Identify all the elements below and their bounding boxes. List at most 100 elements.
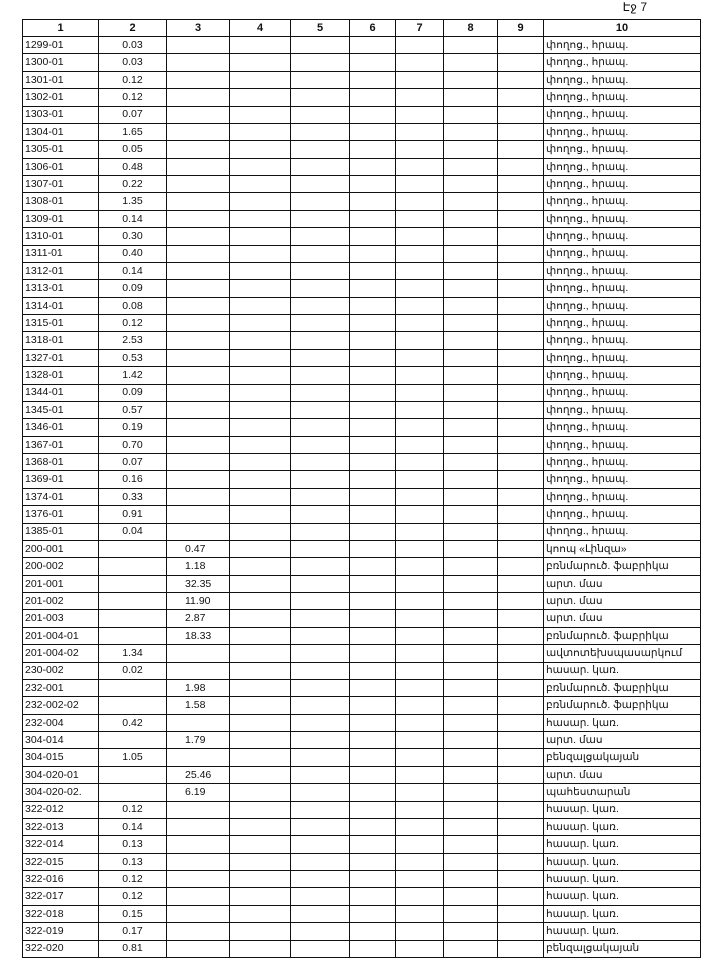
- table-cell: [229, 644, 291, 663]
- table-cell: 0.07: [98, 452, 167, 472]
- table-cell: 200-002: [22, 557, 99, 576]
- table-cell: [395, 279, 444, 298]
- table-cell: [229, 505, 291, 524]
- cell-text: փողոց., հրապ.: [546, 230, 629, 243]
- table-cell: [290, 835, 350, 854]
- table-cell: 0.48: [98, 157, 167, 177]
- table-cell: [229, 227, 291, 246]
- table-cell: [290, 383, 350, 402]
- table-cell: [395, 835, 444, 854]
- table-cell: [395, 591, 444, 611]
- cell-text: 1345-01: [25, 403, 64, 416]
- table-cell: [497, 557, 544, 576]
- table-row: 201-001 32.35 արտ. մաս: [22, 574, 701, 594]
- table-cell: [166, 348, 230, 368]
- cell-text: փողոց., հրապ.: [546, 455, 629, 468]
- table-cell: [443, 678, 498, 698]
- table-row: 1306-01 0.48 փողոց., հրապ.: [22, 157, 701, 177]
- table-cell: [229, 661, 291, 680]
- column-header: 4: [229, 19, 291, 37]
- table-cell: [443, 574, 498, 594]
- table-cell: [497, 122, 544, 142]
- table-cell: [290, 366, 350, 385]
- table-cell: [166, 713, 230, 733]
- cell-text: 322-015: [25, 855, 64, 868]
- table-row: 201-004-02 1.34 ավտոտեխսպասարկում: [22, 644, 701, 663]
- cell-text: 0.48: [122, 160, 143, 173]
- table-cell: փողոց., հրապ.: [543, 192, 701, 211]
- table-cell: [349, 574, 396, 594]
- table-cell: 1305-01: [22, 140, 99, 159]
- table-cell: [229, 869, 291, 889]
- cell-text: փողոց., հրապ.: [546, 490, 629, 503]
- table-cell: [290, 105, 350, 124]
- table-cell: [349, 192, 396, 211]
- column-header: 1: [22, 19, 99, 37]
- table-cell: [166, 748, 230, 767]
- table-cell: 1302-01: [22, 88, 99, 107]
- table-row: 1385-01 0.04 փողոց., հրապ.: [22, 522, 701, 541]
- table-cell: 1.58: [166, 696, 230, 715]
- cell-text: փողոց., հրապ.: [546, 334, 629, 347]
- table-cell: [349, 730, 396, 750]
- cell-text: 322-020: [25, 942, 64, 955]
- table-cell: 1.05: [98, 748, 167, 767]
- table-cell: [229, 487, 291, 507]
- table-cell: փողոց., հրապ.: [543, 157, 701, 177]
- table-cell: 1.65: [98, 122, 167, 142]
- table-cell: բենզալցակայան: [543, 939, 701, 958]
- cell-text: բենզալցակայան: [546, 942, 640, 955]
- table-row: 1307-01 0.22 փողոց., հրապ.: [22, 174, 701, 194]
- cell-text: 1318-01: [25, 334, 64, 347]
- table-cell: [229, 140, 291, 159]
- table-cell: [290, 88, 350, 107]
- cell-text: 1314-01: [25, 299, 64, 312]
- cell-text: 201-004-01: [25, 629, 79, 642]
- cell-text: 32.35: [185, 577, 212, 590]
- table-cell: [497, 53, 544, 72]
- table-cell: [395, 418, 444, 437]
- table-row: 1318-01 2.53 փողոց., հրապ.: [22, 331, 701, 350]
- table-cell: 322-016: [22, 869, 99, 889]
- cell-text: փողոց., հրապ.: [546, 299, 629, 312]
- table-cell: արտ. մաս: [543, 609, 701, 628]
- table-cell: փողոց., հրապ.: [543, 313, 701, 333]
- table-cell: հասար. կառ.: [543, 800, 701, 819]
- table-cell: 0.42: [98, 713, 167, 733]
- table-cell: 32.35: [166, 574, 230, 594]
- table-row: 1376-01 0.91 փողոց., հրապ.: [22, 505, 701, 524]
- table-cell: [349, 70, 396, 90]
- table-cell: [497, 817, 544, 837]
- table-cell: [349, 696, 396, 715]
- table-cell: փողոց., հրապ.: [543, 53, 701, 72]
- table-cell: [443, 244, 498, 263]
- table-cell: 0.12: [98, 70, 167, 90]
- table-cell: [290, 696, 350, 715]
- table-cell: [443, 88, 498, 107]
- table-cell: [395, 730, 444, 750]
- table-cell: [443, 192, 498, 211]
- table-row: 1302-01 0.12 փողոց., հրապ.: [22, 88, 701, 107]
- table-cell: [166, 261, 230, 281]
- table-cell: [349, 835, 396, 854]
- cell-text: փողոց., հրապ.: [546, 421, 629, 434]
- table-cell: [349, 557, 396, 576]
- table-cell: [443, 505, 498, 524]
- table-cell: 1.98: [166, 678, 230, 698]
- table-cell: [166, 435, 230, 455]
- table-cell: փողոց., հրապ.: [543, 418, 701, 437]
- table-cell: [166, 887, 230, 906]
- table-cell: 1.34: [98, 644, 167, 663]
- table-cell: [229, 418, 291, 437]
- column-header: 5: [290, 19, 350, 37]
- table-cell: [166, 852, 230, 872]
- table-cell: 6.19: [166, 783, 230, 802]
- cell-text: 0.19: [122, 421, 143, 434]
- table-cell: [497, 783, 544, 802]
- table-cell: [166, 174, 230, 194]
- cell-text: 1327-01: [25, 351, 64, 364]
- cell-text: 1.58: [185, 699, 206, 712]
- cell-text: 230-002: [25, 664, 64, 677]
- table-cell: [229, 383, 291, 402]
- table-cell: [395, 35, 444, 55]
